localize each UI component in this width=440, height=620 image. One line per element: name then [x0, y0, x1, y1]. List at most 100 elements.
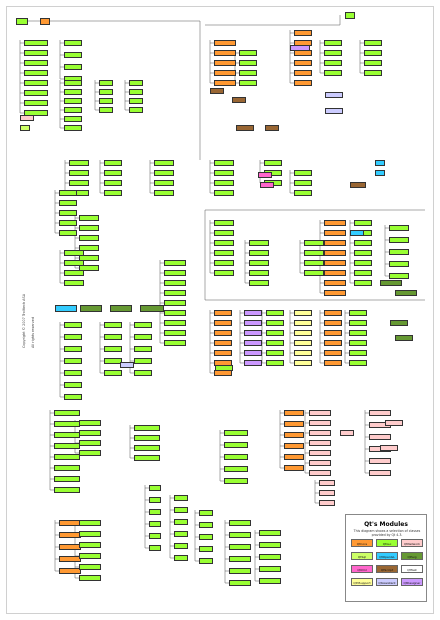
- class-box: [164, 310, 186, 316]
- class-box: [79, 450, 101, 456]
- class-box: [294, 80, 312, 86]
- class-box: [324, 50, 342, 56]
- class-box: [134, 322, 152, 328]
- class-box: [340, 430, 354, 436]
- class-box: [164, 320, 186, 326]
- class-box: [59, 544, 81, 550]
- class-box: [79, 553, 101, 559]
- class-box: [324, 350, 342, 356]
- class-box: [229, 580, 251, 586]
- class-box: [324, 330, 342, 336]
- class-box: [79, 255, 99, 261]
- class-box: [244, 360, 262, 366]
- class-box: [249, 260, 269, 266]
- class-box: [134, 425, 160, 431]
- class-box: [210, 88, 224, 94]
- class-box: [59, 556, 81, 562]
- class-box: [54, 487, 80, 493]
- class-box: [260, 182, 274, 188]
- class-box: [266, 360, 284, 366]
- class-box: [104, 346, 122, 352]
- class-box: [304, 250, 324, 256]
- class-box: [364, 40, 382, 46]
- class-box: [224, 430, 248, 436]
- class-box: [324, 240, 346, 246]
- class-box: [294, 70, 312, 76]
- class-box: [64, 322, 82, 328]
- class-box: [349, 330, 367, 336]
- class-box: [294, 170, 312, 176]
- class-box: [174, 531, 188, 537]
- class-box: [349, 310, 367, 316]
- class-box: [59, 568, 81, 574]
- class-box: [129, 89, 143, 95]
- class-box: [249, 250, 269, 256]
- class-box: [259, 554, 281, 560]
- class-box: [266, 340, 284, 346]
- class-box: [79, 564, 101, 570]
- class-box: [244, 320, 262, 326]
- class-box: [64, 382, 82, 388]
- class-box: [69, 170, 89, 176]
- class-box: [134, 435, 160, 441]
- class-box: [239, 80, 257, 86]
- class-box: [324, 60, 342, 66]
- class-box: [64, 250, 84, 256]
- class-box: [134, 358, 152, 364]
- class-box: [224, 442, 248, 448]
- class-box: [104, 358, 122, 364]
- class-box: [294, 360, 312, 366]
- class-box: [24, 70, 48, 76]
- class-box: [324, 40, 342, 46]
- class-box: [324, 260, 346, 266]
- class-box: [214, 250, 234, 256]
- copyright-line-2: All rights reserved: [30, 317, 35, 348]
- class-box: [149, 533, 161, 539]
- class-box: [214, 60, 236, 66]
- class-box: [54, 476, 80, 482]
- class-box: [64, 64, 82, 70]
- class-box: [149, 509, 161, 515]
- class-box: [259, 542, 281, 548]
- class-box: [54, 465, 80, 471]
- class-box: [164, 340, 186, 346]
- diagram-frame: [6, 6, 434, 614]
- class-box: [164, 290, 186, 296]
- class-box: [324, 220, 346, 226]
- class-box: [149, 485, 161, 491]
- class-box: [249, 280, 269, 286]
- class-box: [64, 270, 84, 276]
- legend-title: Qt's Modules: [364, 521, 408, 528]
- class-box: [59, 220, 77, 226]
- class-box: [309, 450, 331, 456]
- class-box: [79, 265, 99, 271]
- class-box: [174, 555, 188, 561]
- legend-swatch-qtcore: QtCore: [351, 539, 373, 547]
- class-box: [284, 410, 304, 416]
- copyright-notice: Copyright © 2007 Trolltech ASA All right…: [18, 228, 35, 348]
- class-box: [309, 410, 331, 416]
- class-box: [395, 290, 417, 296]
- class-box: [174, 495, 188, 501]
- class-box: [364, 70, 382, 76]
- class-box: [249, 270, 269, 276]
- class-box: [214, 240, 234, 246]
- class-box: [309, 460, 331, 466]
- class-box: [79, 235, 99, 241]
- legend-swatch-qtxml: QtXml: [351, 565, 373, 573]
- class-box: [229, 532, 251, 538]
- legend-swatch-qttest: QtTest: [401, 565, 423, 573]
- class-box: [164, 260, 186, 266]
- class-box: [224, 466, 248, 472]
- class-box: [354, 250, 372, 256]
- class-box: [214, 220, 234, 226]
- class-box: [64, 370, 82, 376]
- class-box: [304, 270, 324, 276]
- class-box: [154, 160, 174, 166]
- class-box: [99, 98, 113, 104]
- class-box: [54, 432, 80, 438]
- class-box: [40, 18, 50, 25]
- class-box: [349, 360, 367, 366]
- class-box: [64, 98, 82, 104]
- class-box: [324, 280, 346, 286]
